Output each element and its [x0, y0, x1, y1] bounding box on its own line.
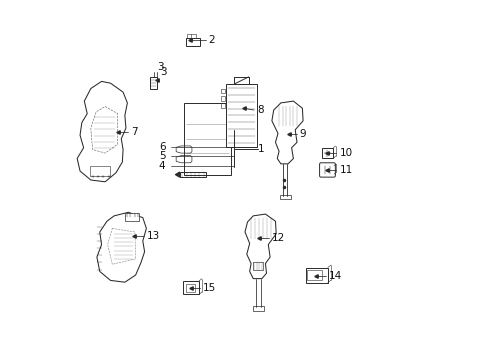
Bar — [149, 77, 157, 89]
Bar — [179, 172, 206, 177]
Text: 4: 4 — [159, 161, 166, 171]
Text: 8: 8 — [257, 105, 264, 115]
Bar — [90, 166, 110, 176]
Text: 13: 13 — [147, 231, 160, 240]
Text: 10: 10 — [339, 148, 352, 158]
Polygon shape — [175, 172, 179, 177]
Text: 14: 14 — [329, 271, 342, 281]
Bar — [253, 262, 263, 270]
Bar — [97, 176, 99, 177]
Bar — [183, 281, 199, 294]
Bar — [221, 96, 225, 100]
Text: 15: 15 — [203, 283, 216, 293]
Bar — [125, 213, 139, 221]
Text: 11: 11 — [339, 165, 353, 175]
Bar — [108, 176, 110, 177]
Text: 3: 3 — [157, 62, 164, 72]
Bar — [253, 306, 264, 311]
Text: 2: 2 — [208, 35, 215, 45]
Bar — [102, 176, 104, 177]
Text: 7: 7 — [131, 127, 138, 136]
Bar — [307, 270, 322, 280]
Bar — [186, 38, 200, 46]
Text: 5: 5 — [159, 151, 166, 161]
Text: 9: 9 — [300, 129, 306, 139]
Bar — [221, 89, 225, 93]
Text: 1: 1 — [258, 144, 265, 154]
Text: 12: 12 — [272, 233, 286, 243]
Bar — [226, 84, 257, 147]
FancyBboxPatch shape — [319, 163, 335, 177]
Bar — [186, 284, 195, 292]
Bar — [221, 103, 225, 108]
Bar — [280, 195, 291, 199]
Bar — [184, 103, 231, 175]
Bar — [306, 267, 328, 283]
Bar — [92, 176, 94, 177]
Bar — [322, 148, 333, 158]
Text: 6: 6 — [159, 141, 166, 152]
Text: 3: 3 — [160, 67, 167, 77]
